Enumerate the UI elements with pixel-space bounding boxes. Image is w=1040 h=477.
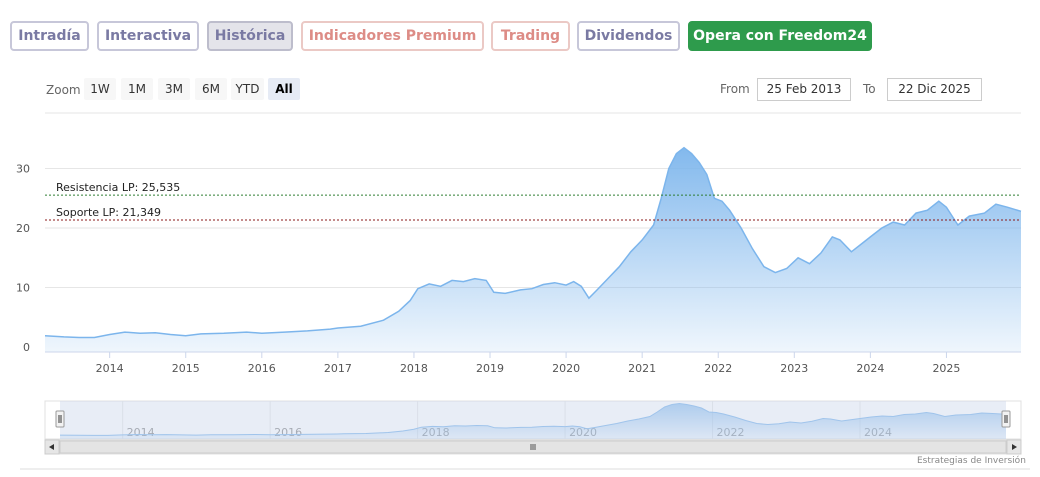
handle-body[interactable] (55, 410, 65, 428)
x-tick-label: 2024 (856, 362, 884, 375)
from-date-input[interactable]: 25 Feb 2013 (757, 78, 851, 101)
scroll-left-arrow-icon (49, 444, 54, 450)
x-tick-label: 2018 (400, 362, 428, 375)
tab-historica[interactable]: Histórica (207, 21, 293, 51)
zoom-1w-button[interactable]: 1W (84, 78, 116, 100)
zoom-3m-button[interactable]: 3M (158, 78, 190, 100)
zoom-1m-button[interactable]: 1M (121, 78, 153, 100)
y-tick-label: 0 (23, 341, 30, 354)
navigator-left-handle[interactable] (55, 410, 65, 428)
navigator-selection (60, 401, 1006, 439)
zoom-label: Zoom (46, 83, 81, 97)
credits-text: Estrategias de Inversión (917, 456, 1026, 466)
x-tick-label: 2019 (476, 362, 504, 375)
handle-body[interactable] (1001, 410, 1011, 428)
support-line-label: Soporte LP: 21,349 (56, 206, 161, 219)
y-tick-label: 20 (16, 222, 30, 235)
y-tick-label: 10 (16, 282, 30, 295)
zoom-6m-button[interactable]: 6M (195, 78, 227, 100)
freedom24-button[interactable]: Opera con Freedom24 (688, 21, 872, 51)
navigator-right-handle[interactable] (1001, 410, 1011, 428)
to-date-input[interactable]: 22 Dic 2025 (887, 78, 982, 101)
tab-indicadores-premium[interactable]: Indicadores Premium (301, 21, 484, 51)
x-tick-label: 2021 (628, 362, 656, 375)
resistance-line-label: Resistencia LP: 25,535 (56, 181, 180, 194)
y-tick-label: 30 (16, 163, 30, 176)
x-tick-label: 2017 (324, 362, 352, 375)
x-tick-label: 2020 (552, 362, 580, 375)
x-tick-label: 2023 (780, 362, 808, 375)
x-tick-label: 2014 (96, 362, 124, 375)
navigator-line (59, 402, 1007, 436)
navigator-area (60, 403, 1006, 439)
tab-interactiva[interactable]: Interactiva (97, 21, 199, 51)
tab-trading[interactable]: Trading (491, 21, 570, 51)
price-area (45, 147, 1021, 352)
price-line (44, 146, 1022, 339)
x-tick-label: 2015 (172, 362, 200, 375)
scroll-right-arrow-icon (1012, 444, 1017, 450)
x-tick-label: 2016 (248, 362, 276, 375)
tab-intradia[interactable]: Intradía (10, 21, 89, 51)
zoom-ytd-button[interactable]: YTD (231, 78, 264, 100)
zoom-all-button[interactable]: All (268, 78, 300, 100)
from-label: From (720, 82, 750, 96)
x-tick-label: 2025 (932, 362, 960, 375)
to-label: To (863, 82, 876, 96)
x-tick-label: 2022 (704, 362, 732, 375)
tab-dividendos[interactable]: Dividendos (577, 21, 680, 51)
